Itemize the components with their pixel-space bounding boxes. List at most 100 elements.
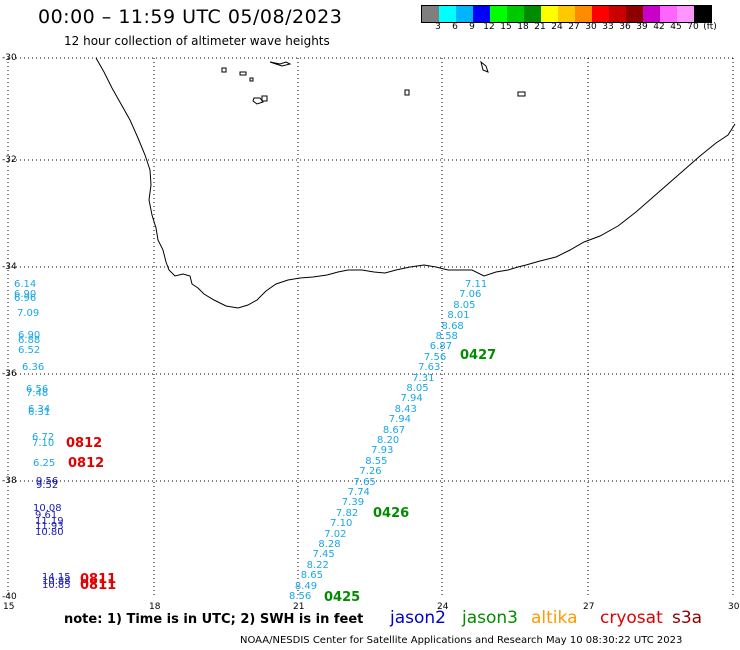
note-text: note: 1) Time is in UTC; 2) SWH is in fe…	[64, 612, 364, 627]
island-2	[239, 71, 247, 76]
latitude-label: -34	[2, 262, 17, 272]
scale-label: 30	[585, 22, 597, 32]
latitude-label: -36	[2, 369, 17, 379]
scale-label: 18	[517, 22, 529, 32]
pass-time-label-red: 0811	[80, 578, 117, 593]
swh-value-west-blue: 10.80	[35, 527, 64, 538]
swh-value-west: 6.88	[18, 335, 41, 346]
satellite-legend-item: jason3	[462, 608, 518, 628]
scale-label: 36	[619, 22, 631, 32]
scale-swatch	[677, 6, 694, 22]
swh-value-west: 6.72	[32, 432, 55, 443]
island-8	[480, 60, 489, 73]
swh-value-track: 7.39	[341, 497, 365, 509]
swh-value-west: 6.14	[14, 279, 37, 290]
swh-value-track: 6.87	[429, 341, 453, 353]
scale-swatch	[609, 6, 626, 22]
scale-label: (ft)	[703, 22, 717, 32]
swh-value-west: 6.36	[22, 362, 45, 373]
satellite-legend-item: altika	[531, 608, 578, 628]
scale-swatch	[541, 6, 558, 22]
scale-swatch	[473, 6, 490, 22]
satellite-legend-item: s3a	[672, 608, 703, 628]
scale-label: 33	[602, 22, 614, 32]
longitude-label: 18	[149, 602, 161, 612]
latitude-label: -38	[2, 476, 17, 486]
scale-label: 3	[435, 22, 441, 32]
pass-time-label: 0427	[460, 348, 497, 363]
swh-value-track: 7.82	[335, 507, 359, 519]
island-9	[517, 91, 526, 97]
swh-value-track: 7.06	[459, 289, 482, 301]
scale-swatch	[422, 6, 439, 22]
swh-value-west-blue: 11.93	[35, 521, 64, 532]
scale-label: 45	[670, 22, 682, 32]
scale-swatch	[558, 6, 575, 22]
footer-credit: NOAA/NESDIS Center for Satellite Applica…	[240, 635, 683, 646]
swh-value-west-blue: 11.19	[35, 516, 64, 527]
satellite-legend-item: cryosat	[600, 608, 663, 628]
swh-value-track: 7.02	[324, 528, 347, 540]
swh-value-west-blue: 10.85	[42, 580, 71, 591]
pass-time-label: 0426	[373, 506, 410, 521]
page-subtitle: 12 hour collection of altimeter wave hei…	[64, 34, 330, 48]
scale-swatch	[490, 6, 507, 22]
page-title: 00:00 – 11:59 UTC 05/08/2023	[38, 6, 343, 28]
pass-time-label-red: 0811	[80, 572, 117, 587]
pass-time-label: 0425	[324, 590, 361, 605]
island-3	[249, 77, 254, 82]
swh-value-track: 7.56	[423, 351, 447, 363]
swh-value-track: 8.05	[453, 299, 476, 311]
scale-swatch	[592, 6, 609, 22]
swh-value-west: 7.09	[17, 308, 40, 319]
scale-label: 39	[636, 22, 648, 32]
swh-value-track: 7.10	[330, 518, 353, 530]
swh-value-track: 7.11	[465, 279, 488, 290]
swh-value-track: 8.55	[365, 455, 388, 467]
longitude-label: 15	[3, 602, 15, 612]
swh-value-west: 6.56	[26, 384, 49, 395]
latitude-label: -30	[2, 53, 17, 63]
swh-value-west: 6.90	[14, 289, 37, 300]
swh-value-west-blue: 9.61	[35, 510, 58, 521]
coastline	[95, 57, 736, 309]
color-scale-bar	[421, 5, 712, 23]
satellite-legend-item: jason2	[390, 608, 446, 628]
swh-value-track: 7.93	[371, 445, 394, 457]
map-grid	[7, 57, 734, 597]
scale-swatch	[694, 6, 711, 22]
swh-value-west: 7.10	[32, 438, 55, 449]
swh-value-track: 7.45	[312, 549, 335, 561]
scale-swatch	[575, 6, 592, 22]
scale-swatch	[643, 6, 660, 22]
island-4	[252, 97, 264, 105]
island-1	[221, 67, 227, 73]
scale-label: 70	[687, 22, 699, 32]
swh-value-track: 8.49	[294, 580, 318, 592]
scale-swatch	[524, 6, 541, 22]
swh-value-west: 6.90	[18, 330, 41, 341]
swh-value-track: 7.63	[418, 362, 441, 374]
swh-value-west-blue: 14.15	[42, 572, 71, 583]
scale-label: 42	[653, 22, 665, 32]
swh-value-west: 6.52	[18, 345, 41, 356]
scale-label: 6	[452, 22, 458, 32]
swh-value-track: 7.65	[353, 476, 376, 488]
pass-time-label-red: 0812	[68, 456, 105, 471]
island-7	[404, 89, 410, 96]
scale-label: 12	[483, 22, 495, 32]
scale-label: 15	[500, 22, 512, 32]
scale-swatch	[439, 6, 456, 22]
swh-value-track: 7.31	[412, 372, 435, 384]
swh-value-track: 8.67	[382, 424, 406, 436]
longitude-label: 30	[728, 602, 740, 612]
swh-value-track: 8.22	[306, 559, 329, 571]
swh-value-west-blue: 9.56	[36, 476, 59, 487]
island-5	[261, 95, 268, 102]
scale-swatch	[507, 6, 524, 22]
swh-value-track: 7.26	[359, 466, 382, 478]
swh-value-track: 8.43	[394, 403, 417, 415]
pass-time-label-red: 0812	[66, 436, 103, 451]
swh-value-west: 6.34	[28, 404, 51, 415]
